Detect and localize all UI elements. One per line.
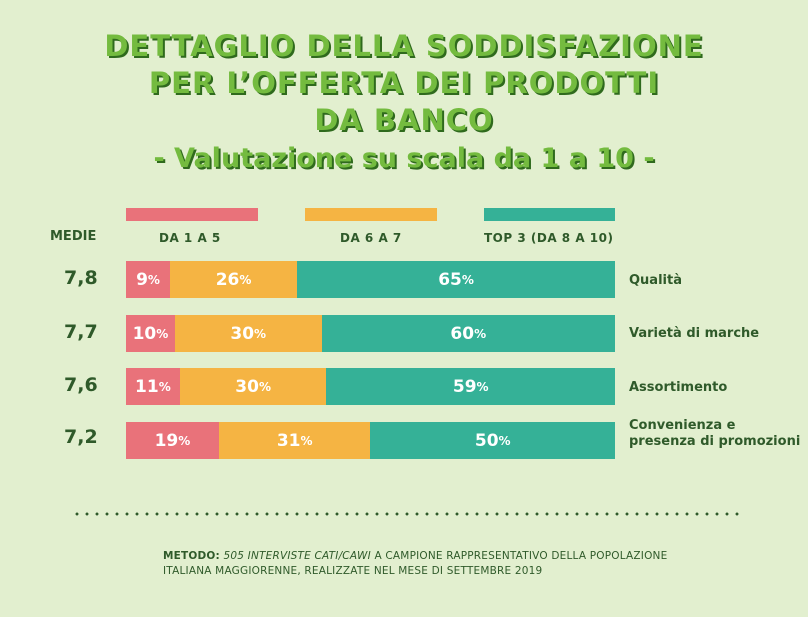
stacked-bar: 10% 30% 60% xyxy=(126,315,615,352)
stacked-bar: 19% 31% 50% xyxy=(126,422,615,459)
method-text-1: A CAMPIONE RAPPRESENTATIVO DELLA POPOLAZ… xyxy=(374,550,668,562)
dotted-divider xyxy=(72,511,744,517)
data-label: 30 xyxy=(230,323,255,344)
data-label-unit: % xyxy=(254,326,267,341)
method-label: METODO: xyxy=(163,550,220,562)
data-label: 30 xyxy=(235,376,259,397)
bar-segment-low: 9% xyxy=(126,261,170,298)
averages-header: MEDIE xyxy=(50,229,97,244)
bar-segment-top: 59% xyxy=(326,368,615,405)
data-label: 65 xyxy=(438,269,462,290)
bar-segment-top: 60% xyxy=(321,315,615,352)
title-line-2: PER L’OFFERTA DEI PRODOTTI xyxy=(148,66,660,100)
data-label: 11 xyxy=(135,376,159,397)
data-label-unit: % xyxy=(461,272,474,287)
data-label: 10 xyxy=(132,323,157,344)
legend-label-top: TOP 3 (DA 8 A 10) xyxy=(484,231,614,245)
data-label-unit: % xyxy=(147,272,160,287)
category-label: Assortimento xyxy=(629,380,728,395)
data-label: 26 xyxy=(215,269,240,290)
bar-segment-low: 11% xyxy=(126,368,180,405)
method-footnote: METODO: 505 INTERVISTE CATI/CAWI A CAMPI… xyxy=(163,549,723,579)
data-label: 9 xyxy=(136,269,148,290)
legend-label-mid: DA 6 A 7 xyxy=(340,231,402,245)
data-label-unit: % xyxy=(239,272,252,287)
data-label-unit: % xyxy=(498,433,511,448)
data-label-unit: % xyxy=(178,433,191,448)
data-label-unit: % xyxy=(474,326,487,341)
data-label: 60 xyxy=(450,323,475,344)
method-sample: 505 INTERVISTE CATI/CAWI xyxy=(223,550,371,562)
bar-segment-mid: 26% xyxy=(170,261,298,298)
bar-segment-mid: 30% xyxy=(174,315,322,352)
average-value: 7,8 xyxy=(64,267,98,289)
data-label-unit: % xyxy=(476,379,489,394)
legend-swatch-top xyxy=(484,208,615,221)
bar-segment-mid: 30% xyxy=(179,368,327,405)
average-value: 7,2 xyxy=(64,426,98,448)
stacked-bar: 9% 26% 65% xyxy=(126,261,615,298)
legend-swatch-mid xyxy=(305,208,437,221)
data-label: 19 xyxy=(154,430,179,451)
bar-segment-top: 50% xyxy=(370,422,615,459)
chart-subtitle: - Valutazione su scala da 1 a 10 - xyxy=(153,143,655,174)
chart-title: DETTAGLIO DELLA SODDISFAZIONE PER L’OFFE… xyxy=(0,28,808,139)
bar-segment-low: 19% xyxy=(126,422,219,459)
method-text-2: ITALIANA MAGGIORENNE, REALIZZATE NEL MES… xyxy=(163,565,543,577)
legend-label-low: DA 1 A 5 xyxy=(159,231,221,245)
average-value: 7,6 xyxy=(64,374,98,396)
stacked-bar: 11% 30% 59% xyxy=(126,368,615,405)
bar-segment-top: 65% xyxy=(297,261,615,298)
bar-segment-mid: 31% xyxy=(218,422,371,459)
data-label-unit: % xyxy=(156,326,169,341)
data-label: 59 xyxy=(452,376,477,397)
data-label-unit: % xyxy=(158,379,171,394)
category-label: Qualità xyxy=(629,273,682,288)
average-value: 7,7 xyxy=(64,321,98,343)
data-label-unit: % xyxy=(300,433,313,448)
legend-swatch-low xyxy=(126,208,258,221)
data-label-unit: % xyxy=(258,379,271,394)
data-label: 50 xyxy=(474,430,499,451)
category-label: Convenienza e presenza di promozioni xyxy=(629,418,801,449)
data-label: 31 xyxy=(276,430,301,451)
category-label: Varietà di marche xyxy=(629,326,760,341)
title-line-3: DA BANCO xyxy=(314,103,494,137)
bar-segment-low: 10% xyxy=(126,315,175,352)
title-line-1: DETTAGLIO DELLA SODDISFAZIONE xyxy=(104,29,704,63)
